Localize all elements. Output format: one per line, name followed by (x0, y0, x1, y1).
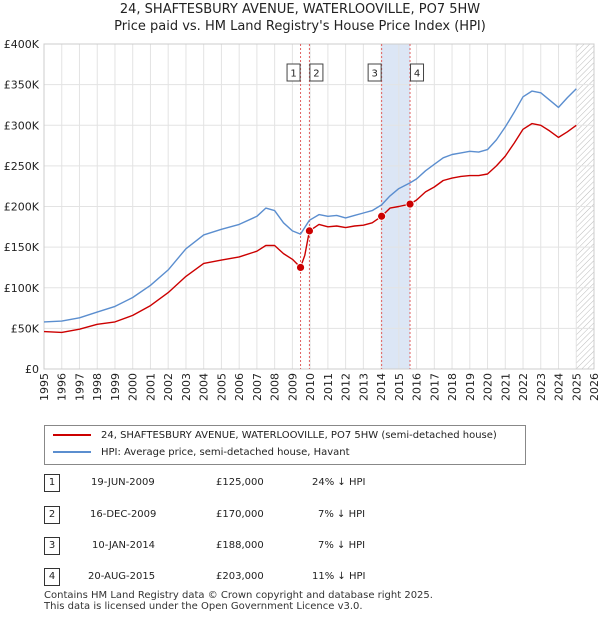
transaction-number: 2 (44, 506, 60, 524)
legend-swatch-hpi (53, 451, 91, 453)
price-chart: £0 £50K £100K £150K £200K £250K £300K £350K £400… (4, 38, 600, 401)
transaction-row: 1 19-JUN-2009 £125,000 24% ↓ HPI (0, 474, 600, 494)
x-tick-label: 1999 (109, 373, 122, 401)
sale-number-box (410, 63, 425, 82)
x-tick-label: 2025 (570, 373, 583, 401)
x-tick-label: 2013 (357, 373, 370, 401)
legend-label-property: 24, SHAFTESBURY AVENUE, WATERLOOVILLE, P… (101, 430, 497, 441)
x-tick-label: 2003 (180, 373, 193, 401)
x-tick-label: 2011 (322, 373, 335, 401)
sale-number-label: 2 (313, 69, 319, 80)
sale-point (405, 199, 415, 209)
y-tick-label: £50K (11, 322, 40, 335)
title-line-1: 24, SHAFTESBURY AVENUE, WATERLOOVILLE, P… (119, 2, 481, 17)
x-tick-label: 2005 (215, 373, 228, 401)
transaction-row: 3 10-JAN-2014 £188,000 7% ↓ HPI (0, 537, 600, 557)
sale-number-label: 1 (290, 69, 296, 80)
legend-label-hpi: HPI: Average price, semi-detached house,… (101, 447, 350, 458)
transaction-price: £203,000 (216, 571, 264, 582)
x-tick-label: 1997 (73, 373, 86, 401)
transaction-price: £125,000 (216, 477, 264, 488)
x-tick-label: 2019 (464, 373, 477, 401)
transaction-row: 2 16-DEC-2009 £170,000 7% ↓ HPI (0, 506, 600, 526)
x-tick-label: 2007 (251, 373, 264, 401)
footer-copyright: Contains HM Land Registry data © Crown c… (44, 590, 433, 601)
x-tick-label: 2023 (535, 373, 548, 401)
legend-item-property: 24, SHAFTESBURY AVENUE, WATERLOOVILLE, P… (53, 428, 497, 444)
y-tick-label: £150K (4, 241, 40, 254)
transaction-hpi-diff: 7% ↓ HPI (318, 540, 366, 551)
sale-number-label: 4 (414, 69, 420, 80)
x-tick-label: 2021 (499, 373, 512, 401)
transaction-price: £170,000 (216, 509, 264, 520)
transaction-date: 16-DEC-2009 (90, 509, 157, 520)
x-tick-label: 2024 (553, 373, 566, 401)
property-price-line (44, 122, 577, 334)
footer-license: This data is licensed under the Open Gov… (44, 601, 363, 612)
x-tick-label: 2022 (517, 373, 530, 401)
y-tick-label: £250K (4, 160, 40, 173)
sale-number-label: 3 (371, 69, 377, 80)
title-line-2: Price paid vs. HM Land Registry's House … (114, 19, 486, 34)
x-tick-label: 1998 (91, 373, 104, 401)
x-tick-label: 2015 (393, 373, 406, 401)
x-tick-label: 2001 (144, 373, 157, 401)
x-tick-label: 1995 (38, 373, 51, 401)
chart-title: 24, SHAFTESBURY AVENUE, WATERLOOVILLE, P… (0, 1, 600, 35)
transaction-number: 3 (44, 537, 60, 555)
legend: 24, SHAFTESBURY AVENUE, WATERLOOVILLE, P… (44, 425, 526, 465)
transaction-hpi-diff: 11% ↓ HPI (312, 571, 366, 582)
sale-point (305, 226, 314, 236)
x-tick-label: 2018 (446, 373, 459, 401)
transaction-number: 4 (44, 568, 60, 586)
x-tick-label: 2017 (428, 373, 441, 401)
sale-point (377, 211, 387, 221)
transaction-price: £188,000 (216, 540, 264, 551)
legend-item-hpi: HPI: Average price, semi-detached house,… (53, 445, 350, 461)
transaction-hpi-diff: 7% ↓ HPI (318, 509, 366, 520)
x-tick-label: 2010 (304, 373, 317, 401)
legend-swatch-property (53, 434, 91, 436)
x-tick-label: 2002 (162, 373, 175, 401)
x-tick-label: 2020 (482, 373, 495, 401)
y-tick-label: £300K (4, 119, 40, 132)
transaction-number: 1 (44, 474, 60, 492)
transaction-date: 19-JUN-2009 (91, 477, 155, 488)
transaction-hpi-diff: 24% ↓ HPI (312, 477, 366, 488)
x-tick-label: 1996 (56, 373, 69, 401)
x-tick-label: 2006 (233, 373, 246, 401)
x-tick-label: 2016 (411, 373, 424, 401)
transaction-date: 20-AUG-2015 (88, 571, 156, 582)
y-tick-label: £100K (4, 282, 40, 295)
y-tick-label: £200K (4, 201, 40, 214)
y-tick-label: £350K (4, 79, 40, 92)
x-tick-label: 2000 (127, 373, 140, 401)
x-tick-label: 2012 (340, 373, 353, 401)
hpi-line (44, 88, 577, 323)
plot-border (43, 43, 595, 370)
sale-number-box (286, 63, 301, 82)
sale-number-box (309, 63, 324, 82)
transaction-row: 4 20-AUG-2015 £203,000 11% ↓ HPI (0, 568, 600, 588)
transaction-date: 10-JAN-2014 (92, 540, 156, 551)
y-tick-label: £400K (4, 38, 40, 51)
x-tick-label: 2009 (286, 373, 299, 401)
footer: Contains HM Land Registry data © Crown c… (44, 590, 433, 612)
sale-number-box (367, 63, 382, 82)
x-tick-label: 2004 (198, 373, 211, 401)
x-tick-label: 2008 (269, 373, 282, 401)
sale-point (296, 263, 305, 272)
x-tick-label: 2026 (588, 373, 600, 401)
y-tick-label: £0 (25, 363, 39, 376)
x-tick-label: 2014 (375, 373, 388, 401)
